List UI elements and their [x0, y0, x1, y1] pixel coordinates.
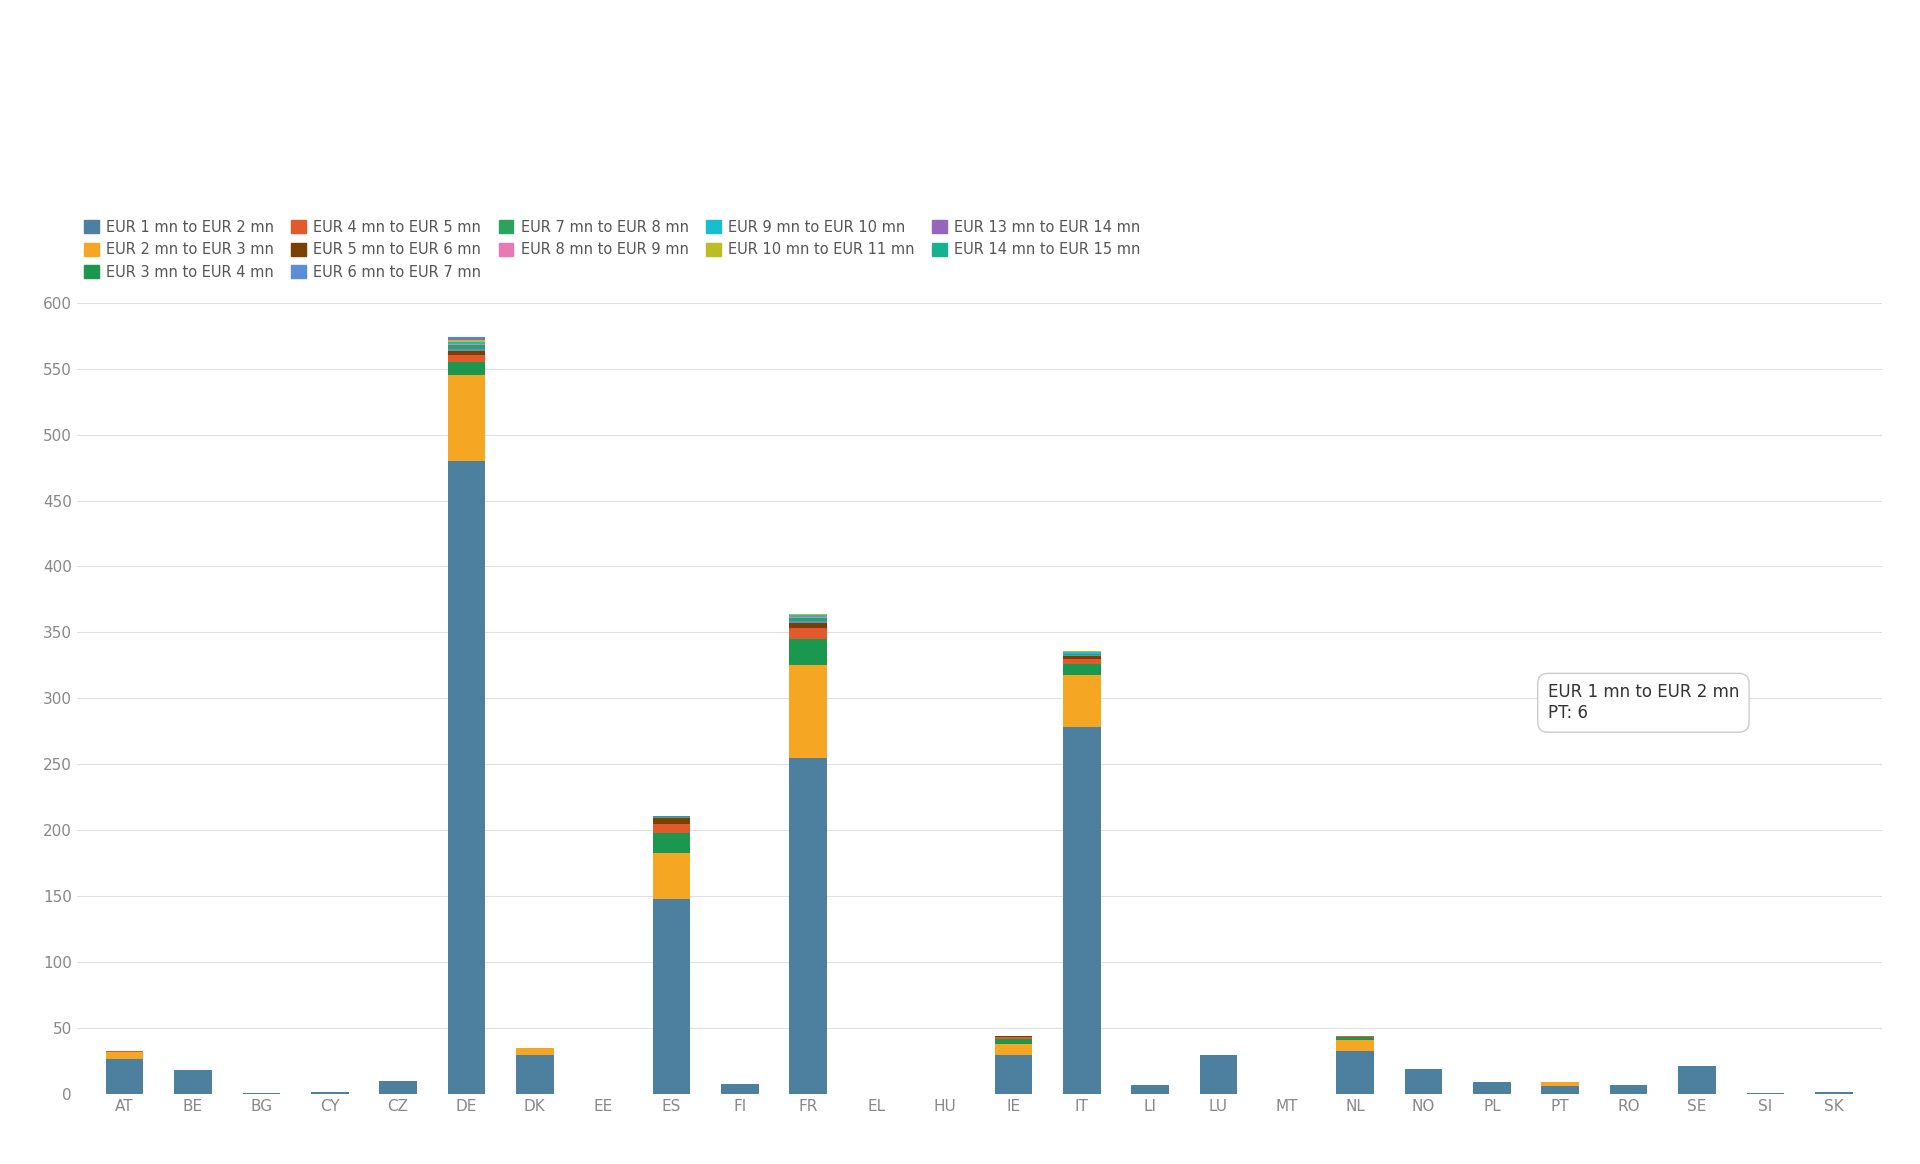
Bar	[447, 342, 486, 343]
Bar	[447, 362, 486, 375]
Bar	[789, 629, 828, 639]
Bar	[722, 1084, 758, 1094]
Bar	[1405, 1069, 1442, 1094]
Bar	[1336, 1036, 1375, 1037]
Text: EUR 1 mn to EUR 2 mn
PT: 6: EUR 1 mn to EUR 2 mn PT: 6	[1548, 683, 1740, 722]
Bar	[653, 817, 691, 818]
Bar	[653, 818, 691, 824]
Bar	[242, 1093, 280, 1094]
Bar	[1542, 1086, 1578, 1094]
Bar	[1814, 1092, 1853, 1094]
Bar	[447, 345, 486, 349]
Bar	[106, 1058, 144, 1094]
Bar	[1064, 728, 1100, 1094]
Bar	[1200, 1055, 1236, 1094]
Bar	[1064, 655, 1100, 656]
Bar	[653, 853, 691, 899]
Bar	[1747, 1093, 1784, 1094]
Bar	[447, 355, 486, 362]
Bar	[1131, 1085, 1169, 1094]
Bar	[789, 618, 828, 620]
Bar	[1064, 653, 1100, 655]
Bar	[447, 461, 486, 1094]
Bar	[995, 1036, 1033, 1037]
Bar	[447, 375, 486, 461]
Bar	[995, 1037, 1033, 1038]
Bar	[1336, 1041, 1375, 1051]
Bar	[516, 1055, 553, 1094]
Bar	[789, 620, 828, 623]
Bar	[447, 349, 486, 352]
Bar	[1473, 1083, 1511, 1094]
Bar	[380, 1081, 417, 1094]
Bar	[1542, 1083, 1578, 1086]
Bar	[789, 623, 828, 629]
Bar	[789, 666, 828, 758]
Bar	[789, 616, 828, 617]
Bar	[1064, 675, 1100, 728]
Bar	[311, 1092, 349, 1094]
Bar	[995, 1044, 1033, 1055]
Bar	[1064, 652, 1100, 653]
Bar	[1678, 1066, 1716, 1094]
Bar	[516, 1048, 553, 1055]
Bar	[106, 1052, 144, 1058]
Bar	[995, 1038, 1033, 1044]
Bar	[789, 613, 828, 616]
Bar	[447, 336, 486, 339]
Bar	[1064, 665, 1100, 675]
Bar	[1336, 1037, 1375, 1041]
Bar	[995, 1055, 1033, 1094]
Bar	[653, 824, 691, 833]
Bar	[1336, 1051, 1375, 1094]
Bar	[1064, 656, 1100, 659]
Bar	[789, 639, 828, 666]
Bar	[653, 816, 691, 817]
Bar	[1064, 659, 1100, 665]
Bar	[789, 758, 828, 1094]
Bar	[175, 1071, 211, 1094]
Bar	[789, 617, 828, 618]
Bar	[447, 339, 486, 340]
Bar	[1064, 651, 1100, 652]
Bar	[653, 899, 691, 1094]
Legend: EUR 1 mn to EUR 2 mn, EUR 2 mn to EUR 3 mn, EUR 3 mn to EUR 4 mn, EUR 4 mn to EU: EUR 1 mn to EUR 2 mn, EUR 2 mn to EUR 3 …	[84, 220, 1140, 279]
Bar	[447, 343, 486, 345]
Bar	[447, 340, 486, 342]
Bar	[1609, 1085, 1647, 1094]
Bar	[106, 1051, 144, 1052]
Bar	[653, 833, 691, 853]
Bar	[447, 352, 486, 355]
